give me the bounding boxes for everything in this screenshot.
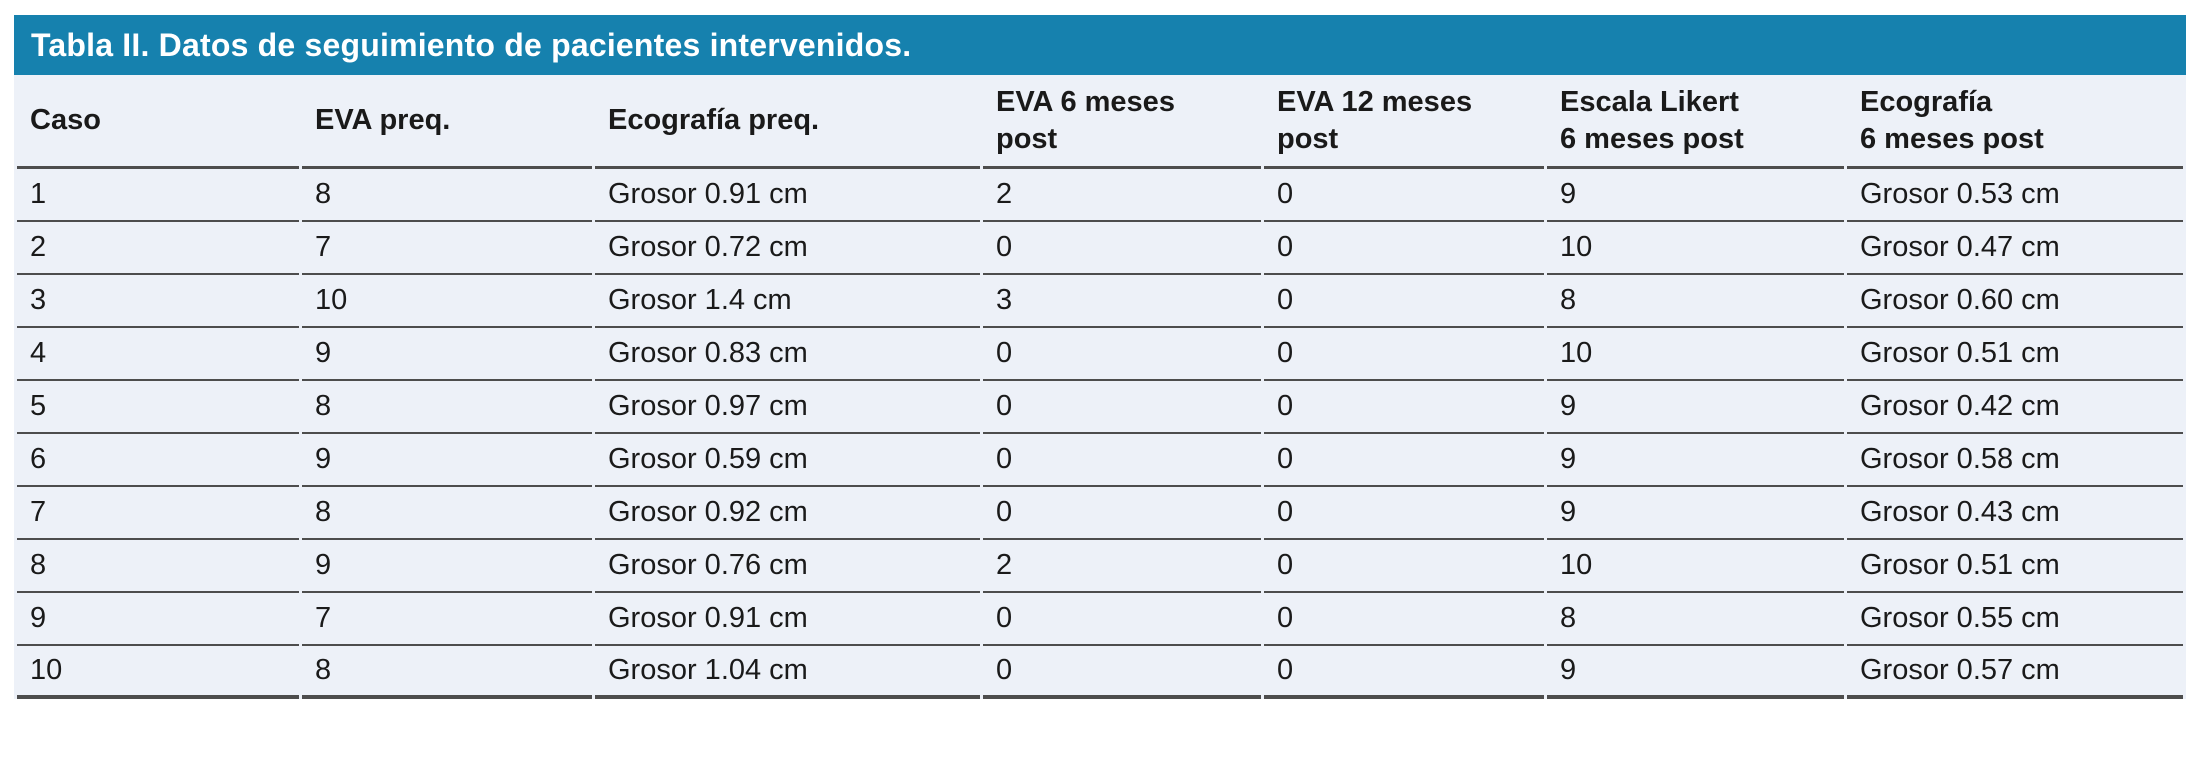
table-cell: Grosor 0.60 cm [1847, 275, 2183, 328]
table-cell: 0 [1264, 646, 1544, 699]
table-row: 9 7 Grosor 0.91 cm 0 0 8 Grosor 0.55 cm [17, 593, 2183, 646]
table-cell: 0 [983, 434, 1261, 487]
table-cell: Grosor 0.53 cm [1847, 169, 2183, 222]
table-cell: 8 [302, 381, 592, 434]
table-header: Caso EVA preq. Ecografía preq. EVA 6 mes… [17, 75, 2183, 169]
table-cell: 0 [983, 328, 1261, 381]
table-cell: Grosor 0.55 cm [1847, 593, 2183, 646]
table-row: 1 8 Grosor 0.91 cm 2 0 9 Grosor 0.53 cm [17, 169, 2183, 222]
table-cell: 0 [1264, 275, 1544, 328]
table-cell: Grosor 0.91 cm [595, 169, 980, 222]
table-cell: 5 [17, 381, 299, 434]
table-cell: 9 [1547, 434, 1844, 487]
table-cell: Grosor 0.92 cm [595, 487, 980, 540]
table-cell: 8 [302, 646, 592, 699]
table-cell: 4 [17, 328, 299, 381]
column-header-ecografia-preq: Ecografía preq. [595, 75, 980, 169]
table-cell: 9 [17, 593, 299, 646]
table-cell: 2 [17, 222, 299, 275]
table-row: 10 8 Grosor 1.04 cm 0 0 9 Grosor 0.57 cm [17, 646, 2183, 699]
table-cell: 8 [1547, 275, 1844, 328]
followup-table-container: Tabla II. Datos de seguimiento de pacien… [14, 15, 2186, 699]
table-cell: Grosor 0.97 cm [595, 381, 980, 434]
table-cell: 0 [983, 222, 1261, 275]
table-cell: 10 [1547, 222, 1844, 275]
followup-table: Caso EVA preq. Ecografía preq. EVA 6 mes… [14, 75, 2186, 699]
table-cell: Grosor 0.42 cm [1847, 381, 2183, 434]
table-cell: 10 [1547, 328, 1844, 381]
table-row: 3 10 Grosor 1.4 cm 3 0 8 Grosor 0.60 cm [17, 275, 2183, 328]
table-cell: 0 [1264, 381, 1544, 434]
table-cell: 0 [1264, 169, 1544, 222]
table-title-bar: Tabla II. Datos de seguimiento de pacien… [14, 15, 2186, 75]
table-cell: 0 [1264, 487, 1544, 540]
column-header-escala-likert: Escala Likert 6 meses post [1547, 75, 1844, 169]
table-cell: 3 [983, 275, 1261, 328]
table-cell: 9 [1547, 487, 1844, 540]
table-cell: 9 [302, 540, 592, 593]
table-cell: 7 [17, 487, 299, 540]
table-row: 4 9 Grosor 0.83 cm 0 0 10 Grosor 0.51 cm [17, 328, 2183, 381]
table-row: 2 7 Grosor 0.72 cm 0 0 10 Grosor 0.47 cm [17, 222, 2183, 275]
table-cell: Grosor 0.76 cm [595, 540, 980, 593]
table-row: 8 9 Grosor 0.76 cm 2 0 10 Grosor 0.51 cm [17, 540, 2183, 593]
table-cell: Grosor 0.58 cm [1847, 434, 2183, 487]
table-cell: 7 [302, 222, 592, 275]
table-cell: 0 [1264, 434, 1544, 487]
table-cell: Grosor 0.51 cm [1847, 540, 2183, 593]
column-header-ecografia-6-meses: Ecografía 6 meses post [1847, 75, 2183, 169]
table-header-row: Caso EVA preq. Ecografía preq. EVA 6 mes… [17, 75, 2183, 169]
table-cell: 0 [1264, 540, 1544, 593]
table-cell: 0 [983, 487, 1261, 540]
column-header-eva-12-meses-post: EVA 12 meses post [1264, 75, 1544, 169]
table-row: 6 9 Grosor 0.59 cm 0 0 9 Grosor 0.58 cm [17, 434, 2183, 487]
table-cell: 0 [1264, 222, 1544, 275]
table-cell: Grosor 0.57 cm [1847, 646, 2183, 699]
column-header-caso: Caso [17, 75, 299, 169]
table-cell: 1 [17, 169, 299, 222]
table-cell: 0 [983, 646, 1261, 699]
table-cell: 3 [17, 275, 299, 328]
table-cell: 9 [1547, 381, 1844, 434]
table-title: Tabla II. Datos de seguimiento de pacien… [31, 27, 912, 63]
table-cell: 6 [17, 434, 299, 487]
table-cell: Grosor 0.47 cm [1847, 222, 2183, 275]
table-cell: 8 [1547, 593, 1844, 646]
table-row: 7 8 Grosor 0.92 cm 0 0 9 Grosor 0.43 cm [17, 487, 2183, 540]
column-header-eva-6-meses-post: EVA 6 meses post [983, 75, 1261, 169]
table-cell: 9 [302, 434, 592, 487]
table-cell: 2 [983, 540, 1261, 593]
table-cell: 8 [302, 487, 592, 540]
table-row: 5 8 Grosor 0.97 cm 0 0 9 Grosor 0.42 cm [17, 381, 2183, 434]
table-cell: 10 [17, 646, 299, 699]
column-header-eva-preq: EVA preq. [302, 75, 592, 169]
table-cell: 9 [1547, 646, 1844, 699]
table-cell: Grosor 1.04 cm [595, 646, 980, 699]
table-cell: 7 [302, 593, 592, 646]
table-cell: 8 [17, 540, 299, 593]
table-cell: Grosor 0.72 cm [595, 222, 980, 275]
table-cell: 0 [1264, 328, 1544, 381]
table-cell: Grosor 0.43 cm [1847, 487, 2183, 540]
table-cell: 2 [983, 169, 1261, 222]
table-cell: 9 [302, 328, 592, 381]
table-cell: 10 [302, 275, 592, 328]
table-cell: 9 [1547, 169, 1844, 222]
table-cell: Grosor 0.51 cm [1847, 328, 2183, 381]
table-cell: 0 [983, 593, 1261, 646]
table-cell: Grosor 0.83 cm [595, 328, 980, 381]
table-body: 1 8 Grosor 0.91 cm 2 0 9 Grosor 0.53 cm 2 7 Groso… [17, 169, 2183, 699]
table-cell: Grosor 0.59 cm [595, 434, 980, 487]
table-cell: 10 [1547, 540, 1844, 593]
table-cell: 8 [302, 169, 592, 222]
table-cell: Grosor 0.91 cm [595, 593, 980, 646]
table-cell: 0 [983, 381, 1261, 434]
table-cell: 0 [1264, 593, 1544, 646]
table-cell: Grosor 1.4 cm [595, 275, 980, 328]
